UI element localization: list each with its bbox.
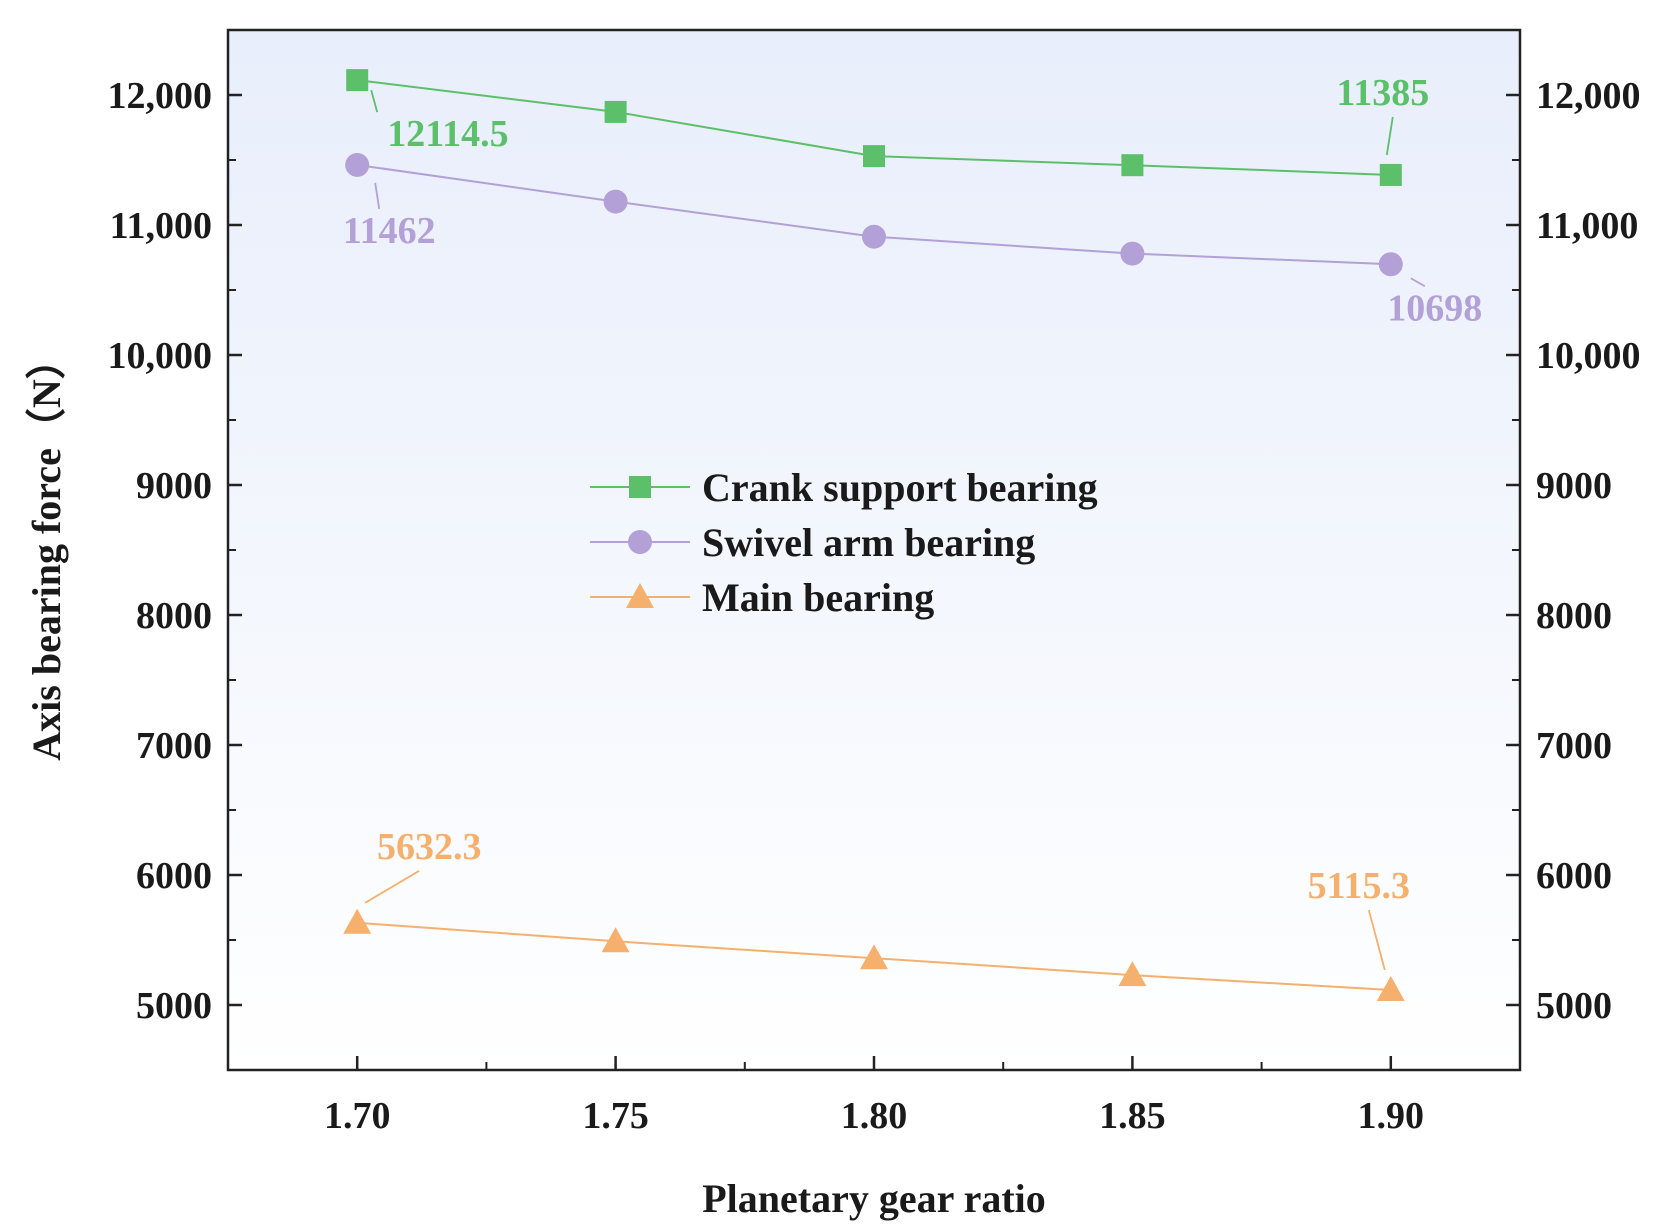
data-label-triangle: 5632.3 bbox=[377, 826, 482, 868]
data-point-triangle bbox=[860, 944, 888, 970]
legend-marker-triangle bbox=[626, 583, 654, 608]
data-point-triangle bbox=[601, 927, 630, 953]
plot-frame bbox=[226, 28, 1522, 1072]
x-axis: 1.70 1.75 1.80 1.85 1.90 bbox=[227, 1056, 1521, 1137]
x-tick-label: 1.75 bbox=[582, 1095, 649, 1137]
data-labels: 12114.5 11385 11462 10698 5632.3 5115.3 bbox=[343, 72, 1482, 971]
y-tick-label-right: 11,000 bbox=[1536, 205, 1638, 247]
y-tick-label-right: 8000 bbox=[1536, 595, 1612, 637]
series-circle bbox=[345, 152, 1403, 277]
data-point-square bbox=[1379, 163, 1402, 186]
data-point-circle bbox=[862, 224, 886, 249]
legend-label: Swivel arm bearing bbox=[702, 520, 1035, 565]
x-tick-label: 1.85 bbox=[1099, 1095, 1166, 1137]
legend-label: Main bearing bbox=[702, 575, 934, 620]
series-triangle bbox=[343, 908, 1405, 1002]
y-tick-label: 6000 bbox=[136, 855, 212, 897]
right-y-axis: 5000 6000 7000 8000 9000 10,000 11,000 12,000 bbox=[1506, 29, 1641, 1071]
y-tick-label-right: 10,000 bbox=[1536, 335, 1641, 377]
y-tick-label-right: 5000 bbox=[1536, 985, 1612, 1027]
x-tick-label: 1.90 bbox=[1358, 1095, 1425, 1137]
x-axis-title: Planetary gear ratio bbox=[702, 1176, 1046, 1221]
data-point-square bbox=[863, 145, 885, 168]
y-tick-label-right: 12,000 bbox=[1536, 75, 1641, 117]
y-axis-title: Axis bearing force（N） bbox=[24, 339, 69, 760]
annotation-leader bbox=[370, 89, 379, 113]
y-tick-label: 10,000 bbox=[108, 335, 213, 377]
legend-label: Crank support bearing bbox=[702, 465, 1098, 510]
data-point-circle bbox=[1120, 241, 1145, 266]
data-point-square bbox=[604, 100, 627, 123]
legend: Crank support bearing Swivel arm bearing M… bbox=[590, 465, 1098, 620]
data-point-circle bbox=[603, 189, 628, 214]
legend-marker-circle bbox=[628, 530, 652, 554]
y-tick-label: 11,000 bbox=[110, 205, 212, 247]
series-layer bbox=[343, 69, 1405, 1002]
data-label-square: 11385 bbox=[1336, 72, 1429, 114]
y-tick-label-right: 9000 bbox=[1536, 465, 1612, 507]
annotation-leader bbox=[364, 870, 420, 904]
data-point-triangle bbox=[1118, 961, 1147, 987]
plot-background bbox=[228, 30, 1520, 1070]
x-tick-label: 1.80 bbox=[841, 1095, 908, 1137]
annotation-leader bbox=[1410, 277, 1426, 288]
y-tick-label: 5000 bbox=[136, 985, 212, 1027]
data-point-triangle bbox=[343, 908, 372, 934]
data-point-square bbox=[346, 69, 369, 92]
data-label-triangle: 5115.3 bbox=[1308, 865, 1410, 907]
y-tick-label: 8000 bbox=[136, 595, 212, 637]
annotation-leader bbox=[1385, 116, 1394, 156]
data-point-circle bbox=[345, 152, 370, 177]
left-y-axis: 5000 6000 7000 8000 9000 10,000 11,000 12,000 bbox=[108, 29, 242, 1071]
legend-marker-square bbox=[629, 476, 651, 498]
data-point-square bbox=[1121, 154, 1144, 177]
data-label-circle: 10698 bbox=[1387, 287, 1482, 329]
y-tick-label: 9000 bbox=[136, 465, 212, 507]
data-label-square: 12114.5 bbox=[387, 113, 508, 155]
y-tick-label-right: 7000 bbox=[1536, 725, 1612, 767]
data-point-circle bbox=[1378, 252, 1403, 277]
x-tick-label: 1.70 bbox=[324, 1095, 391, 1137]
series-square bbox=[346, 69, 1402, 186]
annotation-leader bbox=[374, 182, 381, 210]
y-tick-label-right: 6000 bbox=[1536, 855, 1612, 897]
data-point-triangle bbox=[1376, 976, 1405, 1002]
y-tick-label: 7000 bbox=[136, 725, 212, 767]
y-tick-label: 12,000 bbox=[108, 75, 213, 117]
annotation-leader bbox=[1367, 909, 1386, 971]
data-label-circle: 11462 bbox=[343, 210, 436, 252]
